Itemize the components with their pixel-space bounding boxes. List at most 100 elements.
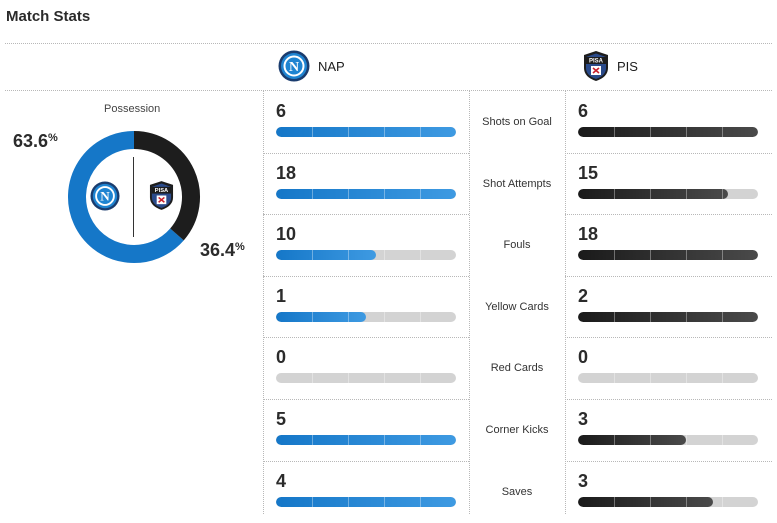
stat-row: 1 Yellow Cards 2 xyxy=(263,276,772,338)
bar-segment-divider xyxy=(312,435,313,445)
bar-segment-divider xyxy=(650,188,651,199)
bar-segment-divider xyxy=(686,373,687,384)
bar-segment-divider xyxy=(614,188,615,199)
divider xyxy=(263,460,469,462)
divider xyxy=(5,90,772,91)
away-team-abbr: PIS xyxy=(617,58,638,74)
stat-label: Corner Kicks xyxy=(485,424,549,436)
stat-label: Shot Attempts xyxy=(482,177,552,190)
away-stat-bar-fill xyxy=(578,188,728,199)
home-team-header: N NAP xyxy=(278,50,345,82)
divider xyxy=(5,43,772,44)
bar-segment-divider xyxy=(650,311,651,322)
bar-segment-divider xyxy=(614,250,615,261)
bar-segment-divider xyxy=(686,250,687,261)
home-stat-bar-fill xyxy=(276,435,456,445)
stat-label: Shots on Goal xyxy=(482,116,552,128)
away-stat-bar xyxy=(578,311,758,322)
bar-segment-divider xyxy=(650,435,651,445)
bar-segment-divider xyxy=(348,496,349,507)
divider xyxy=(565,337,772,339)
bar-segment-divider xyxy=(686,435,687,445)
away-possession-arc xyxy=(133,131,200,241)
home-stat-value: 4 xyxy=(276,470,287,491)
away-stat-value: 3 xyxy=(578,409,589,429)
bar-segment-divider xyxy=(722,250,723,261)
bar-segment-divider xyxy=(614,311,615,322)
away-stat-bar-fill xyxy=(578,435,723,445)
divider xyxy=(263,152,469,154)
pisa-badge-text: PISA xyxy=(589,59,604,65)
away-stat-value: 3 xyxy=(578,470,589,491)
home-stat-bar xyxy=(276,373,456,384)
stat-label: Fouls xyxy=(503,239,531,252)
away-stat-bar xyxy=(578,373,758,384)
bar-segment-divider xyxy=(686,127,687,137)
bar-segment-divider xyxy=(650,127,651,137)
away-stat-bar-fill xyxy=(578,250,758,261)
bar-segment-divider xyxy=(686,188,687,199)
bar-segment-divider xyxy=(384,496,385,507)
bar-segment-divider xyxy=(614,435,615,445)
bar-segment-divider xyxy=(312,311,313,322)
home-stat-value: 5 xyxy=(276,409,287,429)
bar-segment-divider xyxy=(384,311,385,322)
bar-segment-divider xyxy=(614,127,615,137)
away-stat-value: 18 xyxy=(578,224,599,245)
divider xyxy=(565,399,772,400)
away-team-header: PISA PIS xyxy=(583,50,638,82)
away-stat-value: 0 xyxy=(578,347,589,368)
divider xyxy=(565,152,772,154)
home-stat-value: 6 xyxy=(276,101,287,121)
away-stat-bar-fill xyxy=(578,311,758,322)
bar-segment-divider xyxy=(686,311,687,322)
away-stat-value: 2 xyxy=(578,285,589,306)
bar-segment-divider xyxy=(722,373,723,384)
stat-row: 18 Shot Attempts 15 xyxy=(263,153,772,215)
bar-segment-divider xyxy=(348,435,349,445)
home-stat-bar xyxy=(276,311,456,322)
home-stat-bar xyxy=(276,250,456,261)
home-stat-bar xyxy=(276,188,456,199)
pisa-logo-icon: PISA xyxy=(584,51,608,81)
away-stat-bar xyxy=(578,188,758,199)
bar-segment-divider xyxy=(722,496,723,507)
away-stat-bar xyxy=(578,435,758,445)
away-stat-bar xyxy=(578,250,758,261)
home-stat-bar xyxy=(276,127,456,137)
possession-divider xyxy=(133,157,134,237)
stat-row: 10 Fouls 18 xyxy=(263,214,772,276)
home-stat-bar-fill xyxy=(276,311,421,322)
bar-segment-divider xyxy=(420,373,421,384)
home-possession-value: 63.6% xyxy=(13,131,58,151)
svg-text:N: N xyxy=(100,189,110,204)
away-stat-bar-fill xyxy=(578,127,758,137)
away-stat-bar xyxy=(578,127,758,137)
divider xyxy=(565,460,772,462)
bar-segment-divider xyxy=(420,435,421,445)
bar-segment-divider xyxy=(384,188,385,199)
away-stat-value: 6 xyxy=(578,101,589,121)
bar-segment-divider xyxy=(420,250,421,261)
stat-row: 0 Red Cards 0 xyxy=(263,337,772,399)
bar-segment-divider xyxy=(722,311,723,322)
home-possession-arc xyxy=(68,131,184,263)
away-stat-value: 15 xyxy=(578,162,599,183)
away-stat-bar-fill xyxy=(578,496,723,507)
home-stat-bar xyxy=(276,435,456,445)
bar-segment-divider xyxy=(348,373,349,384)
divider xyxy=(565,214,772,216)
napoli-logo-icon: N xyxy=(90,181,120,211)
bar-segment-divider xyxy=(650,496,651,507)
bar-segment-divider xyxy=(384,373,385,384)
divider xyxy=(263,399,469,400)
home-stat-value: 0 xyxy=(276,347,287,368)
divider xyxy=(565,275,772,277)
bar-segment-divider xyxy=(384,250,385,261)
bar-segment-divider xyxy=(312,127,313,137)
home-stat-value: 1 xyxy=(276,285,287,306)
stat-label: Saves xyxy=(501,485,533,498)
bar-segment-divider xyxy=(312,373,313,384)
bar-segment-divider xyxy=(348,311,349,322)
bar-segment-divider xyxy=(420,496,421,507)
